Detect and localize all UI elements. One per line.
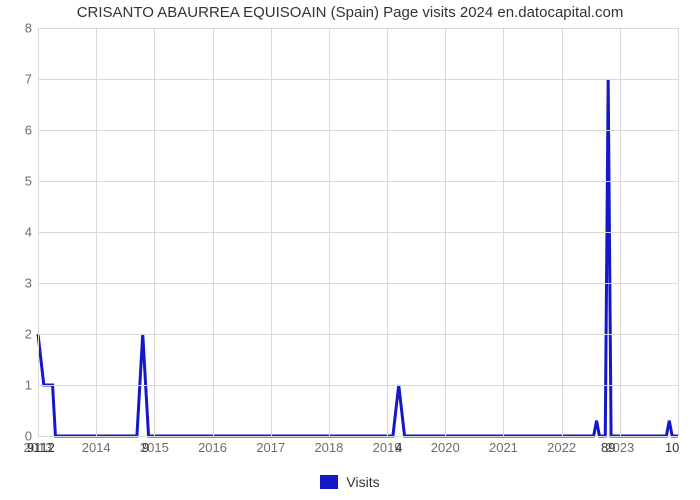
data-point-label: 9	[142, 440, 149, 455]
gridline-h	[38, 436, 678, 437]
gridline-h	[38, 385, 678, 386]
gridline-v	[445, 28, 446, 436]
data-point-label: 4	[395, 440, 402, 455]
xtick-label: 2017	[256, 440, 285, 455]
gridline-h	[38, 28, 678, 29]
gridline-v	[562, 28, 563, 436]
gridline-v	[154, 28, 155, 436]
gridline-v	[329, 28, 330, 436]
ytick-label: 6	[25, 123, 32, 138]
plot-area: 0123456782013201420152016201720182019202…	[38, 28, 678, 436]
xtick-label: 2016	[198, 440, 227, 455]
ytick-label: 1	[25, 378, 32, 393]
visits-line	[38, 79, 678, 436]
gridline-h	[38, 334, 678, 335]
ytick-label: 2	[25, 327, 32, 342]
ytick-label: 4	[25, 225, 32, 240]
gridline-v	[271, 28, 272, 436]
xtick-label: 2014	[82, 440, 111, 455]
ytick-label: 3	[25, 276, 32, 291]
gridline-h	[38, 181, 678, 182]
xtick-label: 2018	[314, 440, 343, 455]
gridline-v	[387, 28, 388, 436]
gridline-v	[213, 28, 214, 436]
gridline-v	[678, 28, 679, 436]
gridline-h	[38, 283, 678, 284]
ytick-label: 5	[25, 174, 32, 189]
legend-swatch	[320, 475, 338, 489]
chart-title: CRISANTO ABAURREA EQUISOAIN (Spain) Page…	[0, 4, 700, 21]
data-point-label: 9112	[27, 440, 55, 455]
data-point-label: 89	[601, 440, 615, 455]
gridline-h	[38, 130, 678, 131]
xtick-label: 2020	[431, 440, 460, 455]
gridline-v	[38, 28, 39, 436]
legend: Visits	[0, 474, 700, 490]
xtick-label: 2022	[547, 440, 576, 455]
ytick-label: 7	[25, 72, 32, 87]
gridline-v	[96, 28, 97, 436]
data-point-label: 10	[665, 440, 679, 455]
ytick-label: 8	[25, 21, 32, 36]
gridline-h	[38, 232, 678, 233]
xtick-label: 2021	[489, 440, 518, 455]
legend-label: Visits	[346, 474, 379, 490]
gridline-v	[503, 28, 504, 436]
chart-container: { "title": { "text": "CRISANTO ABAURREA …	[0, 0, 700, 500]
gridline-v	[620, 28, 621, 436]
gridline-h	[38, 79, 678, 80]
